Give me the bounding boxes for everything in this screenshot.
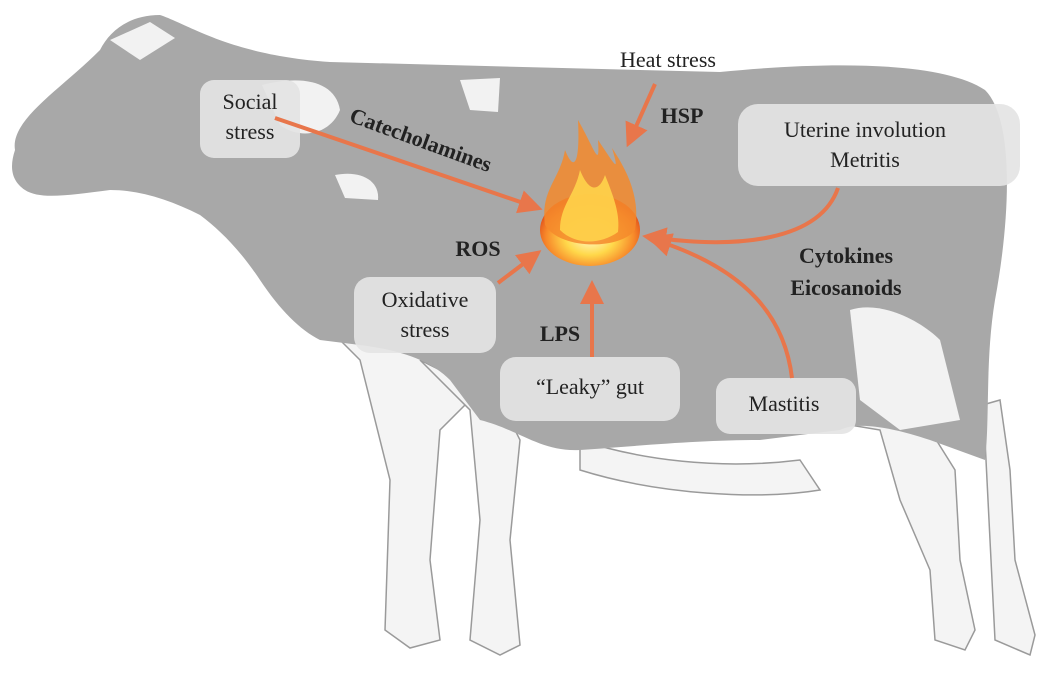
mediator-label: Eicosanoids [790,275,902,300]
mediator-label: ROS [455,236,500,261]
mediator-label: LPS [540,321,580,346]
diagram: Social stress Heat stress Uterine involu… [0,0,1045,673]
stressor-label: Metritis [830,147,900,172]
stressor-label: Mastitis [749,391,820,416]
stressor-label: stress [401,317,450,342]
stressor-label: “Leaky” gut [536,374,644,399]
stressor-label: Uterine involution [784,117,946,142]
stressor-label: Heat stress [620,47,716,72]
stressor-label: stress [226,119,275,144]
stressor-label: Oxidative [382,287,469,312]
mediator-label: Cytokines [799,243,894,268]
mediator-label: HSP [661,103,704,128]
stressor-label: Social [223,89,278,114]
